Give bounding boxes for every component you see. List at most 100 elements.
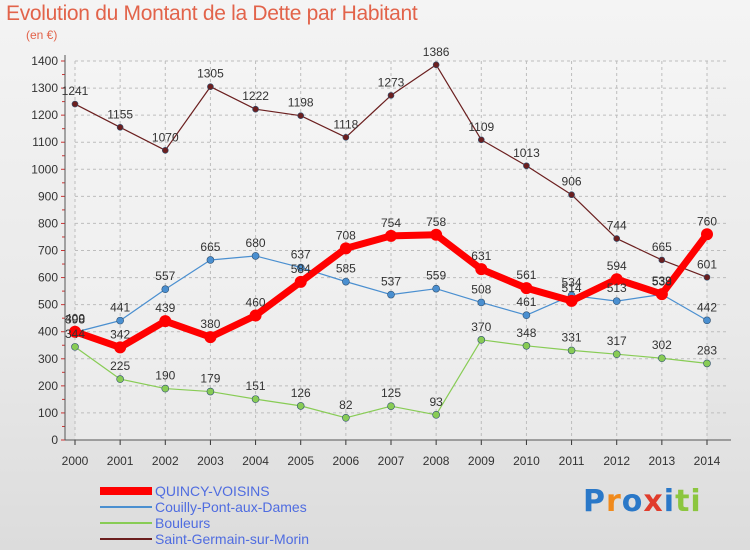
grid — [74, 60, 727, 441]
data-point-saint-germain-sur-morin — [342, 134, 350, 141]
y-tick-label: 1200 — [31, 108, 58, 122]
data-point-couilly-pont-aux-dames — [296, 263, 305, 272]
x-tick-label: 2005 — [287, 454, 314, 468]
data-point-saint-germain-sur-morin — [71, 100, 79, 108]
x-tick-label: 2000 — [62, 454, 89, 468]
data-point-quincy-voisins — [114, 341, 127, 354]
data-point-quincy-voisins — [385, 229, 397, 242]
y-tick-label: 1400 — [31, 54, 58, 68]
data-point-bouleurs — [387, 402, 395, 410]
data-point-bouleurs — [116, 375, 124, 383]
y-tick-label: 500 — [38, 298, 58, 312]
data-label-bouleurs: 344 — [65, 327, 85, 341]
data-label-bouleurs: 179 — [200, 372, 220, 386]
data-label-bouleurs: 317 — [607, 334, 627, 348]
y-tick-label: 1100 — [32, 135, 58, 149]
data-label-quincy-voisins: 754 — [381, 216, 401, 230]
data-label-couilly-pont-aux-dames: 441 — [110, 301, 130, 315]
data-label-bouleurs: 82 — [339, 398, 353, 412]
data-point-quincy-voisins — [701, 228, 713, 241]
data-label-bouleurs: 93 — [429, 395, 443, 409]
data-label-couilly-pont-aux-dames: 665 — [200, 240, 220, 254]
data-point-saint-germain-sur-morin — [703, 274, 711, 281]
legend-label-saint-germain-sur-morin: Saint-Germain-sur-Morin — [155, 531, 310, 547]
data-point-saint-germain-sur-morin — [161, 147, 169, 154]
data-point-couilly-pont-aux-dames — [522, 311, 531, 320]
data-point-bouleurs — [296, 402, 305, 410]
data-point-bouleurs — [703, 359, 711, 368]
data-label-saint-germain-sur-morin: 1305 — [197, 67, 224, 81]
x-tick-label: 2009 — [468, 454, 495, 468]
data-point-bouleurs — [206, 387, 215, 396]
x-tick-label: 2011 — [559, 454, 585, 468]
data-point-quincy-voisins — [339, 242, 352, 255]
data-point-couilly-pont-aux-dames — [612, 297, 621, 305]
data-label-bouleurs: 302 — [652, 338, 672, 352]
data-point-quincy-voisins — [430, 228, 443, 241]
data-label-bouleurs: 126 — [291, 386, 311, 400]
data-label-saint-germain-sur-morin: 1386 — [423, 45, 450, 59]
legend-swatch-bouleurs — [100, 522, 152, 524]
data-label-quincy-voisins: 539 — [652, 274, 672, 288]
data-label-saint-germain-sur-morin: 744 — [607, 219, 627, 233]
data-label-quincy-voisins: 460 — [246, 295, 266, 309]
x-tick-label: 2013 — [649, 454, 676, 468]
chart-subtitle: (en €) — [26, 28, 58, 42]
data-label-quincy-voisins: 708 — [336, 228, 356, 242]
logo-letter: i — [663, 484, 676, 519]
x-tick-label: 2012 — [603, 454, 630, 468]
data-label-saint-germain-sur-morin: 1070 — [152, 130, 179, 144]
data-label-quincy-voisins: 594 — [607, 259, 627, 273]
x-tick-label: 2003 — [197, 454, 224, 468]
data-label-saint-germain-sur-morin: 906 — [562, 175, 582, 189]
data-label-couilly-pont-aux-dames: 557 — [155, 269, 175, 283]
logo-letter: o — [621, 484, 644, 519]
y-tick-label: 400 — [38, 325, 58, 339]
data-point-quincy-voisins — [610, 273, 623, 286]
data-point-bouleurs — [161, 384, 170, 393]
proxiti-logo: Proxiti — [583, 484, 702, 519]
data-label-bouleurs: 225 — [110, 359, 130, 373]
data-point-bouleurs — [71, 343, 79, 351]
data-label-couilly-pont-aux-dames: 538 — [652, 274, 672, 288]
data-point-quincy-voisins — [294, 275, 307, 288]
x-tick-label: 2002 — [152, 454, 179, 468]
data-label-couilly-pont-aux-dames: 537 — [381, 275, 401, 289]
data-label-couilly-pont-aux-dames: 559 — [426, 269, 446, 283]
data-label-saint-germain-sur-morin: 1241 — [62, 84, 89, 98]
data-label-couilly-pont-aux-dames: 534 — [562, 275, 582, 289]
data-point-bouleurs — [477, 336, 486, 344]
data-label-bouleurs: 190 — [155, 369, 175, 383]
data-point-saint-germain-sur-morin — [568, 191, 575, 199]
x-tick-label: 2004 — [242, 454, 269, 468]
data-point-couilly-pont-aux-dames — [206, 256, 215, 264]
data-point-bouleurs — [658, 354, 666, 363]
logo-letter: r — [606, 484, 622, 519]
logo-letter: x — [643, 484, 664, 519]
data-label-saint-germain-sur-morin: 601 — [697, 257, 717, 271]
data-label-bouleurs: 151 — [246, 379, 266, 393]
data-label-quincy-voisins: 400 — [65, 312, 85, 326]
data-label-couilly-pont-aux-dames: 508 — [471, 282, 491, 296]
data-point-saint-germain-sur-morin — [387, 92, 395, 99]
x-tick-label: 2007 — [378, 454, 405, 468]
data-point-saint-germain-sur-morin — [658, 256, 666, 264]
data-point-couilly-pont-aux-dames — [432, 284, 440, 293]
data-label-saint-germain-sur-morin: 1155 — [107, 107, 133, 121]
data-label-saint-germain-sur-morin: 665 — [652, 240, 672, 254]
data-label-quincy-voisins: 760 — [697, 214, 717, 228]
data-label-quincy-voisins: 584 — [291, 262, 311, 276]
axes: 0 100 200 300 400 500 600 700 800 900 1000 1100 1200… — [31, 54, 731, 468]
y-tick-label: 0 — [51, 433, 58, 447]
data-label-saint-germain-sur-morin: 1109 — [468, 120, 494, 134]
y-tick-label: 1000 — [31, 162, 58, 176]
data-label-bouleurs: 370 — [471, 320, 491, 334]
legend-label-bouleurs: Bouleurs — [155, 515, 211, 531]
legend-label-couilly-pont-aux-dames: Couilly-Pont-aux-Dames — [155, 499, 307, 515]
legend-swatch-couilly-pont-aux-dames — [100, 506, 152, 508]
logo-letter: t — [675, 484, 691, 519]
data-point-bouleurs — [342, 414, 350, 422]
data-point-bouleurs — [612, 350, 621, 358]
data-point-couilly-pont-aux-dames — [342, 277, 350, 286]
